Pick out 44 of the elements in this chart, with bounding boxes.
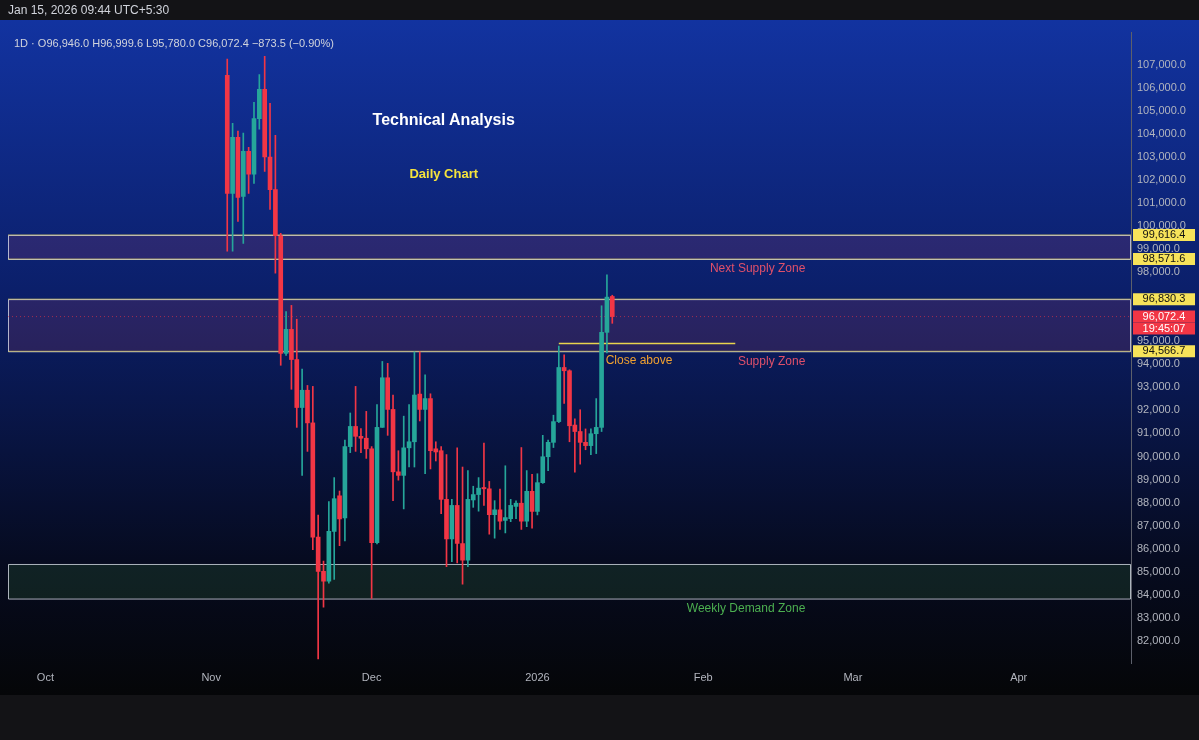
text: Jan 15, 2026 09:44 UTC+5:30 [8,3,170,17]
y-tick-label: 89,000.0 [1137,472,1180,485]
y-tick-label: 94,000.0 [1137,357,1180,370]
y-tick-label: 107,000.0 [1137,57,1186,70]
text: 19:45:07 [1142,321,1186,334]
candlestick [417,351,423,422]
y-tick-label: 91,000.0 [1137,426,1180,439]
x-tick-label: Oct [36,671,54,684]
y-tick-label: 86,000.0 [1137,541,1180,554]
y-tick-label: 92,000.0 [1137,403,1180,416]
y-tick-label: 84,000.0 [1137,587,1180,600]
y-tick-label: 102,000.0 [1137,173,1186,186]
y-tick-label: 88,000.0 [1137,495,1180,508]
y-tick-label: 105,000.0 [1137,103,1186,116]
x-tick-label: Dec [361,671,382,684]
y-tick-label: 85,000.0 [1137,564,1180,577]
y-tick-label: 83,000.0 [1137,610,1180,623]
text: Daily Chart [409,166,479,182]
ref-line-label: 96,830.3 [1142,292,1186,305]
x-tick-label: Mar [843,671,863,684]
band-label: Next Supply Zone [709,261,806,276]
y-tick-label: 90,000.0 [1137,449,1180,462]
y-tick-label: 98,000.0 [1137,265,1180,278]
band-label: Weekly Demand Zone [686,600,806,615]
y-tick-label: 99,000.0 [1137,242,1180,255]
x-tick-label: Feb [693,671,713,684]
band-label: Supply Zone [737,353,806,368]
y-tick-label: 104,000.0 [1137,126,1186,139]
y-tick-label: 103,000.0 [1137,150,1186,163]
x-tick-label: Apr [1010,671,1028,684]
ref-line-label: 96,072.4 [1142,309,1186,322]
annotation: 1D · O96,946.0 H96,999.6 L95,780.0 C96,072.4 −873.5 (−0.90%) [14,37,334,50]
y-tick-label: 101,000.0 [1137,196,1186,209]
x-tick-label: Nov [201,671,222,684]
y-tick-label: 106,000.0 [1137,80,1186,93]
y-tick-label: 87,000.0 [1137,518,1180,531]
y-tick-label: 82,000.0 [1137,633,1180,646]
x-tick-label: 2026 [525,671,550,684]
y-tick-label: 93,000.0 [1137,380,1180,393]
ref-line-label: 94,566.7 [1142,344,1186,357]
annotation: Close above [605,353,673,368]
y-tick-label: 95,000.0 [1137,334,1180,347]
ref-line-label: 98,571.6 [1142,252,1186,265]
text: Technical Analysis [372,111,515,129]
